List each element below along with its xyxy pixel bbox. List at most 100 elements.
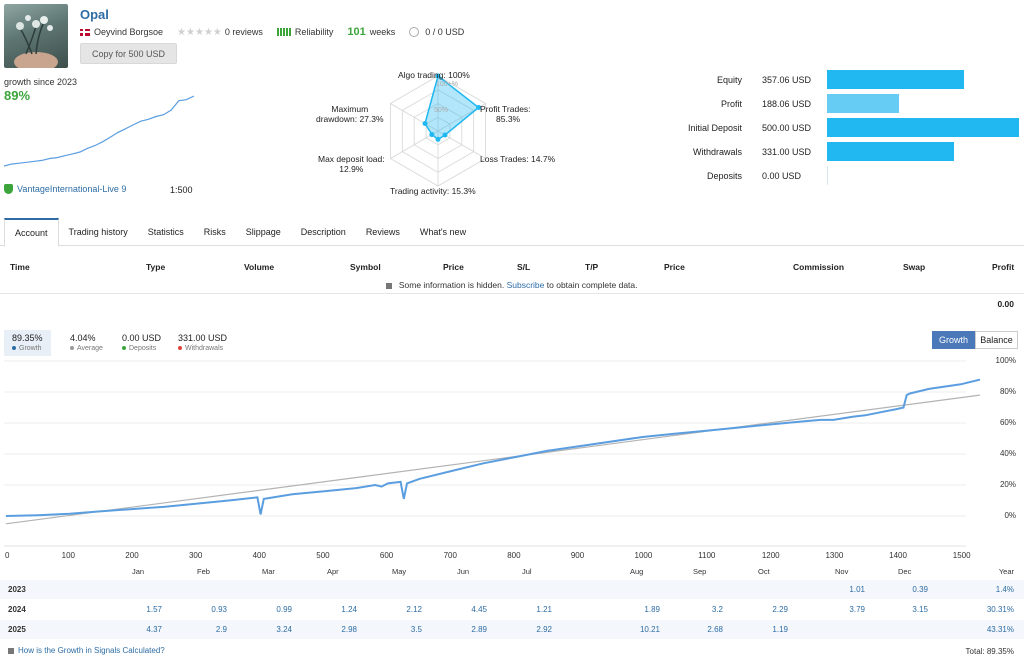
column-header[interactable]: Time <box>10 262 30 272</box>
stat-deposits[interactable]: 0.00 USD Deposits <box>116 330 167 356</box>
radar-point <box>435 136 441 142</box>
x-tick-label: 300 <box>188 551 203 560</box>
lock-icon <box>386 282 393 289</box>
stat-withdrawals[interactable]: 331.00 USD Withdrawals <box>172 330 233 356</box>
month-value[interactable]: 0.99 <box>276 605 292 614</box>
column-header[interactable]: Swap <box>903 262 926 272</box>
balance-value: 188.06 USD <box>762 99 812 109</box>
month-value[interactable]: 2.92 <box>536 625 552 634</box>
tab-account[interactable]: Account <box>4 218 59 247</box>
month-value[interactable]: 1.21 <box>536 605 552 614</box>
month-value[interactable]: 1.01 <box>849 585 865 594</box>
copy-button[interactable]: Copy for 500 USD <box>80 43 177 64</box>
drawdown-value: drawdown: 27.3% <box>316 114 384 124</box>
year-label: 2025 <box>8 625 26 634</box>
legend-dot-icon <box>12 346 16 351</box>
month-value[interactable]: 2.98 <box>341 625 357 634</box>
tab-slippage[interactable]: Slippage <box>245 227 281 237</box>
month-value[interactable]: 1.24 <box>341 605 357 614</box>
month-value[interactable]: 3.5 <box>410 625 422 634</box>
avatar[interactable] <box>4 4 68 68</box>
tab-what-s-new[interactable]: What's new <box>419 227 467 237</box>
reliability-label: Reliability <box>294 27 334 37</box>
column-header[interactable]: T/P <box>585 262 599 272</box>
month-value[interactable]: 2.89 <box>471 625 487 634</box>
profit-trades-label: Profit Trades: <box>480 104 531 114</box>
month-header: Sep <box>693 567 707 576</box>
growth-line <box>5 378 981 517</box>
column-header[interactable]: S/L <box>517 262 531 272</box>
month-value[interactable]: 1.19 <box>772 625 788 634</box>
column-header[interactable]: Price <box>443 262 464 272</box>
stat-label: Average <box>77 345 103 352</box>
stat-growth[interactable]: 89.35% Growth <box>4 330 51 356</box>
stat-label: Withdrawals <box>185 345 224 352</box>
tab-description[interactable]: Description <box>300 227 346 237</box>
broker-link[interactable]: VantageInternational-Live 9 <box>4 184 126 194</box>
balance-toggle-button[interactable]: Balance <box>975 331 1018 349</box>
x-tick-label: 0 <box>5 551 10 560</box>
subscribe-link[interactable]: Subscribe <box>506 280 545 290</box>
year-row: 2023 1.01 0.39 1.4% <box>0 580 1024 599</box>
month-value[interactable]: 2.9 <box>215 625 227 634</box>
trades-table-header: Time Type Volume Symbol Price S/L T/P Price Comm… <box>0 262 1024 276</box>
reviews-count[interactable]: 0 reviews <box>224 27 263 37</box>
author-name[interactable]: Oeyvind Borgsoe <box>94 27 164 37</box>
radar-point <box>429 132 435 138</box>
month-value[interactable]: 10.21 <box>639 625 660 634</box>
month-value[interactable]: 0.39 <box>912 585 928 594</box>
year-label: 2023 <box>8 585 26 594</box>
tab-statistics[interactable]: Statistics <box>147 227 184 237</box>
radar-axis <box>390 103 439 132</box>
month-value[interactable]: 2.68 <box>707 625 723 634</box>
month-value[interactable]: 3.15 <box>912 605 928 614</box>
radar-points <box>422 73 482 142</box>
year-row: 2024 1.57 0.93 0.99 1.24 2.12 4.45 1.21 1.89 3.2 2… <box>0 600 1024 619</box>
profit-trades-value: 85.3% <box>496 114 521 124</box>
balance-label: Withdrawals <box>692 147 742 157</box>
column-header[interactable]: Symbol <box>350 262 381 272</box>
month-value[interactable]: 2.12 <box>406 605 422 614</box>
month-value[interactable]: 3.2 <box>711 605 723 614</box>
month-value[interactable]: 0.93 <box>211 605 227 614</box>
x-tick-label: 1400 <box>889 551 907 560</box>
radar-label-algo: Algo trading: 100% <box>398 70 470 80</box>
column-header[interactable]: Price <box>664 262 685 272</box>
stat-average[interactable]: 4.04% Average <box>64 330 109 356</box>
tab-risks[interactable]: Risks <box>203 227 226 237</box>
month-value[interactable]: 1.89 <box>644 605 660 614</box>
weeks-label: weeks <box>369 27 396 37</box>
month-header: Dec <box>898 567 912 576</box>
growth-label: growth since 2023 <box>4 77 78 87</box>
tab-reviews[interactable]: Reviews <box>365 227 400 237</box>
column-header[interactable]: Commission <box>793 262 845 272</box>
x-tick-label: 100 <box>61 551 75 560</box>
column-header[interactable]: Volume <box>244 262 275 272</box>
month-value[interactable]: 4.37 <box>146 625 162 634</box>
month-value[interactable]: 3.79 <box>849 605 865 614</box>
column-header[interactable]: Type <box>146 262 166 272</box>
stat-value: 331.00 USD <box>178 333 228 343</box>
deposit-load-value: 12.9% <box>339 164 364 174</box>
weeks-count: 101 <box>347 26 366 38</box>
month-value[interactable]: 1.57 <box>146 605 162 614</box>
total-profit: 0.00 <box>997 299 1014 309</box>
growth-calc-text: How is the Growth in Signals Calculated? <box>18 646 165 655</box>
radar-label-profit: Profit Trades: 85.3% <box>480 104 531 124</box>
radar-label-drawdown: Maximum drawdown: 27.3% <box>316 104 384 124</box>
subscribers-value: 0 / 0 USD <box>425 27 465 37</box>
radar-chart: 100+% 50% Algo trading: 100% Profit Trad… <box>300 64 580 204</box>
tab-bar: Account Trading history Statistics Risks Sli… <box>0 218 1024 247</box>
hidden-info-text: Some information is hidden. <box>398 280 505 290</box>
growth-toggle-button[interactable]: Growth <box>932 331 975 349</box>
page-title[interactable]: Opal <box>80 7 109 22</box>
column-header[interactable]: Profit <box>992 262 1015 272</box>
hidden-info-text-2: to obtain complete data. <box>546 280 638 290</box>
tab-trading-history[interactable]: Trading history <box>68 227 128 237</box>
footer-total: Total: 89.35% <box>965 647 1014 656</box>
month-value[interactable]: 3.24 <box>276 625 292 634</box>
month-value[interactable]: 4.45 <box>471 605 487 614</box>
balance-label: Initial Deposit <box>687 123 742 133</box>
growth-calc-link[interactable]: How is the Growth in Signals Calculated? <box>8 646 165 655</box>
month-value[interactable]: 2.29 <box>772 605 788 614</box>
